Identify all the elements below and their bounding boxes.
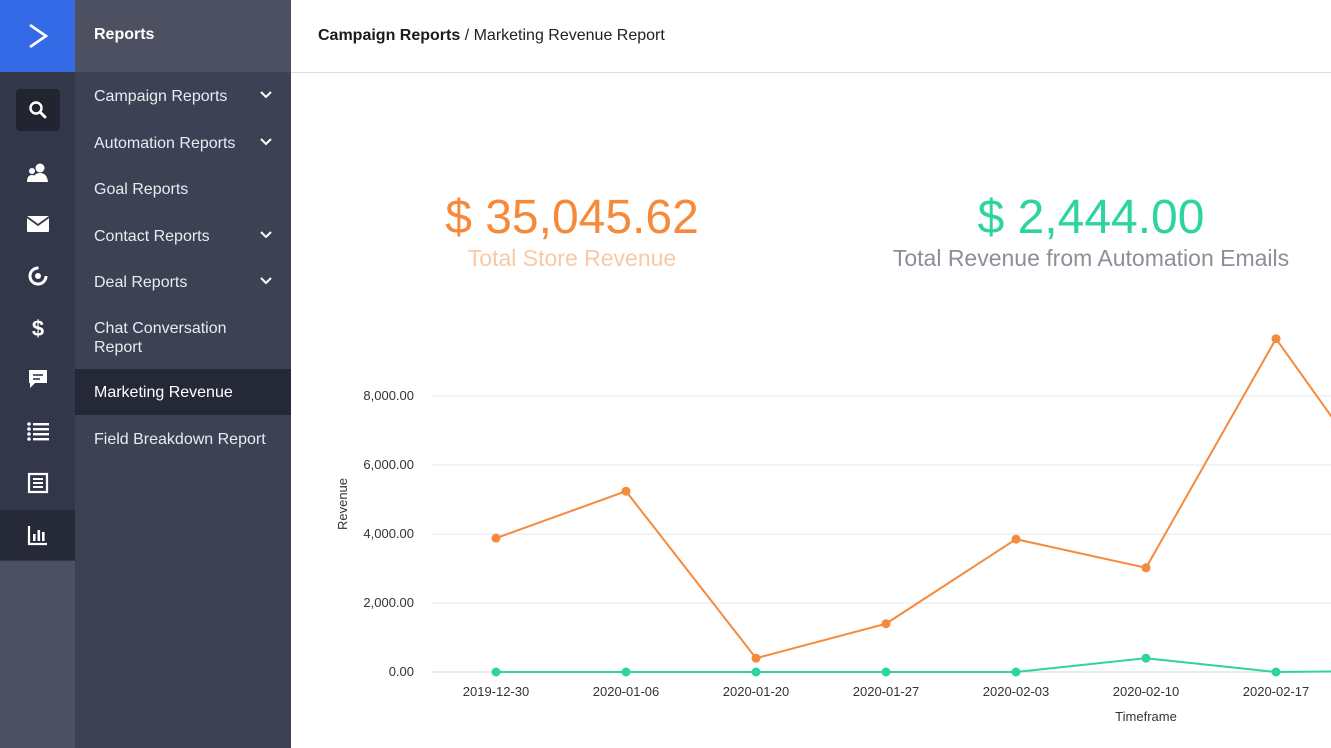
data-point bbox=[1141, 653, 1151, 663]
series-line bbox=[495, 336, 1331, 660]
chevron-down-icon bbox=[260, 91, 272, 99]
logo-icon[interactable] bbox=[0, 0, 75, 72]
chevron-down-icon bbox=[260, 231, 272, 239]
sidebar-title: Reports bbox=[94, 26, 155, 43]
breadcrumb-parent-link[interactable]: Campaign Reports bbox=[318, 27, 461, 44]
mail-icon[interactable] bbox=[16, 204, 60, 244]
sidebar-item-goal-reports[interactable]: Goal Reports bbox=[75, 169, 291, 209]
y-axis-title: Revenue bbox=[335, 478, 350, 530]
x-tick-label: 2020-02-10 bbox=[1113, 684, 1180, 699]
x-tick-label: 2020-01-27 bbox=[853, 684, 920, 699]
sidebar-item-label: Goal Reports bbox=[94, 181, 189, 198]
stat-label: Total Revenue from Automation Emails bbox=[892, 245, 1290, 271]
sidebar-item-label: Contact Reports bbox=[94, 228, 210, 245]
x-axis-title: Timeframe bbox=[1115, 709, 1177, 724]
stat-total-store-revenue: $ 35,045.62 Total Store Revenue bbox=[422, 190, 722, 272]
breadcrumb: Campaign Reports / Marketing Revenue Rep… bbox=[318, 27, 665, 45]
deals-icon[interactable]: $ bbox=[16, 308, 60, 348]
y-tick-label: 4,000.00 bbox=[363, 526, 414, 541]
data-point bbox=[1011, 667, 1021, 677]
contacts-icon[interactable] bbox=[16, 153, 60, 193]
x-tick-label: 2020-02-03 bbox=[983, 684, 1050, 699]
chevron-down-icon bbox=[260, 277, 272, 285]
sidebar-header: Reports bbox=[75, 0, 291, 72]
y-tick-label: 0.00 bbox=[389, 664, 414, 679]
data-point bbox=[1141, 563, 1151, 573]
sidebar-item-marketing-revenue[interactable]: Marketing Revenue bbox=[75, 369, 291, 415]
x-tick-label: 2019-12-30 bbox=[463, 684, 530, 699]
x-tick-label: 2020-02-17 bbox=[1243, 684, 1310, 699]
sidebar-item-chat-conversation-report[interactable]: Chat Conversation Report bbox=[75, 310, 291, 362]
search-icon[interactable] bbox=[16, 89, 60, 131]
lists-icon[interactable] bbox=[16, 411, 60, 451]
data-point bbox=[1271, 334, 1281, 344]
y-tick-label: 8,000.00 bbox=[363, 388, 414, 403]
data-point bbox=[881, 619, 891, 629]
x-tick-label: 2020-01-06 bbox=[593, 684, 660, 699]
stat-value: $ 35,045.62 bbox=[445, 191, 699, 244]
sidebar-item-field-breakdown-report[interactable]: Field Breakdown Report bbox=[75, 419, 291, 459]
data-point bbox=[621, 486, 631, 496]
stat-value: $ 2,444.00 bbox=[977, 191, 1205, 244]
data-point bbox=[1011, 534, 1021, 544]
y-tick-label: 6,000.00 bbox=[363, 457, 414, 472]
stat-label: Total Store Revenue bbox=[467, 245, 677, 271]
sidebar-item-automation-reports[interactable]: Automation Reports bbox=[75, 123, 291, 163]
svg-text:$: $ bbox=[32, 316, 44, 340]
sidebar-item-deal-reports[interactable]: Deal Reports bbox=[75, 262, 291, 302]
chevron-down-icon bbox=[260, 138, 272, 146]
forms-icon[interactable] bbox=[16, 463, 60, 503]
sidebar-item-label: Field Breakdown Report bbox=[94, 431, 266, 448]
revenue-line-chart: 0.00 2,000.00 4,000.00 6,000.00 8,000.00 2019… bbox=[335, 334, 1331, 724]
top-bar: Campaign Reports / Marketing Revenue Rep… bbox=[291, 0, 1331, 73]
data-point bbox=[1271, 667, 1281, 677]
sidebar-item-campaign-reports[interactable]: Campaign Reports bbox=[75, 76, 291, 116]
automation-icon[interactable] bbox=[16, 256, 60, 296]
reports-sidebar: Reports Campaign Reports Automation Repo… bbox=[75, 0, 291, 748]
sidebar-item-label: Chat Conversation Report bbox=[94, 320, 227, 356]
sidebar-item-label: Campaign Reports bbox=[94, 88, 228, 105]
reports-icon[interactable] bbox=[0, 510, 75, 560]
stat-total-automation-revenue: $ 2,444.00 Total Revenue from Automation… bbox=[871, 190, 1311, 272]
data-point bbox=[881, 667, 891, 677]
data-point bbox=[621, 667, 631, 677]
icon-rail: $ bbox=[0, 0, 75, 748]
breadcrumb-separator: / bbox=[460, 27, 474, 44]
sidebar-item-label: Deal Reports bbox=[94, 274, 188, 291]
sidebar-item-contact-reports[interactable]: Contact Reports bbox=[75, 216, 291, 256]
breadcrumb-current: Marketing Revenue Report bbox=[473, 27, 665, 44]
y-tick-label: 2,000.00 bbox=[363, 595, 414, 610]
data-point bbox=[491, 667, 501, 677]
x-tick-label: 2020-01-20 bbox=[723, 684, 790, 699]
sidebar-item-label: Marketing Revenue bbox=[94, 384, 233, 401]
data-point bbox=[491, 533, 501, 543]
data-point bbox=[751, 653, 761, 663]
data-point bbox=[751, 667, 761, 677]
series-line bbox=[496, 657, 1331, 674]
sidebar-item-label: Automation Reports bbox=[94, 135, 236, 152]
conversations-icon[interactable] bbox=[16, 359, 60, 399]
